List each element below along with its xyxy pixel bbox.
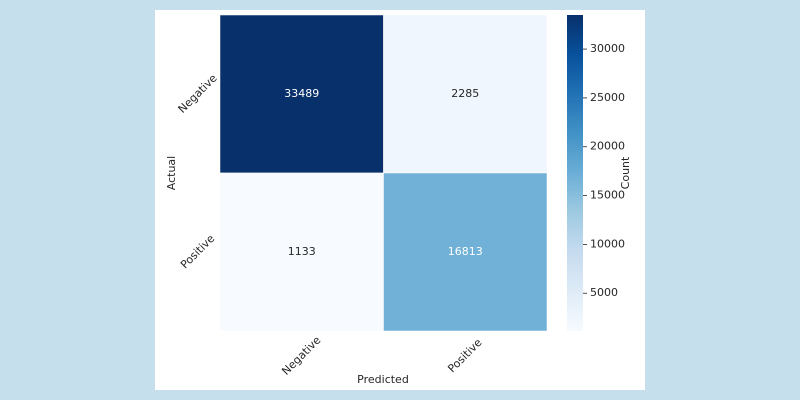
colorbar-tick-label: 25000 [590,91,625,104]
heatmap-cell [219,14,384,174]
colorbar-tick-label: 10000 [590,237,625,250]
heatmap-cell [219,172,384,332]
cell-value-label: 1133 [288,245,316,258]
colorbar-tick-label: 30000 [590,42,625,55]
colorbar-tick-label: 15000 [590,189,625,202]
y-axis-label: Actual [165,156,178,190]
x-axis-label: Predicted [357,373,409,386]
heatmap-cell [383,14,548,174]
colorbar [567,15,583,331]
colorbar-tick-label: 20000 [590,140,625,153]
colorbar-tick-label: 5000 [590,286,618,299]
heatmap-cell [383,172,548,332]
colorbar-label: Count [619,156,632,189]
cell-value-label: 16813 [448,245,483,258]
cell-value-label: 33489 [284,87,319,100]
cell-value-label: 2285 [451,87,479,100]
